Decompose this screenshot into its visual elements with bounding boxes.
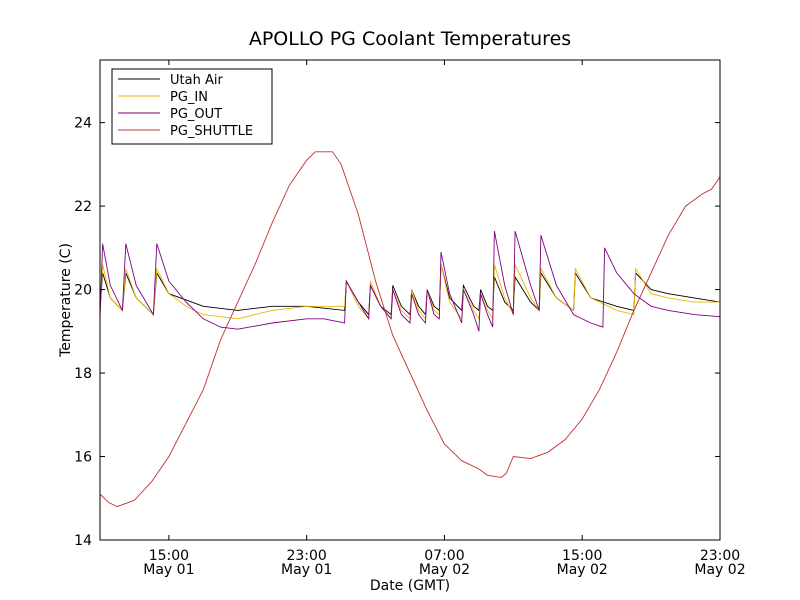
- x-tick-label-time: 23:00: [700, 548, 740, 564]
- y-tick-label: 18: [74, 366, 92, 382]
- x-tick-label-date: May 02: [419, 562, 470, 578]
- x-tick-label-time: 23:00: [286, 548, 326, 564]
- x-axis-label: Date (GMT): [370, 578, 450, 594]
- series-line-pg-in: [100, 264, 720, 321]
- x-tick-label-time: 15:00: [562, 548, 602, 564]
- x-tick-label-date: May 02: [694, 562, 745, 578]
- legend-label: Utah Air: [170, 73, 223, 88]
- legend-label: PG_SHUTTLE: [170, 124, 253, 139]
- y-tick-label: 16: [74, 450, 92, 466]
- x-tick-label-time: 15:00: [149, 548, 189, 564]
- x-tick-label-date: May 01: [281, 562, 332, 578]
- series-line-pg-shuttle: [100, 151, 720, 508]
- legend-label: PG_IN: [170, 90, 208, 105]
- x-tick-label-date: May 01: [143, 562, 194, 578]
- x-tick-label-date: May 02: [557, 562, 608, 578]
- chart-title: APOLLO PG Coolant Temperatures: [249, 28, 571, 50]
- series-line-utah-air: [100, 264, 720, 316]
- legend-box: [111, 68, 273, 145]
- y-tick-label: 14: [74, 533, 92, 549]
- legend: Utah Air PG_IN PG_OUT PG_SHUTTLE: [111, 68, 273, 145]
- series-line-pg-out: [100, 230, 720, 332]
- y-tick-label: 22: [74, 199, 92, 215]
- y-tick-label: 24: [74, 116, 92, 132]
- y-axis-label: Temperature (C): [58, 243, 74, 358]
- plot-frame: [99, 59, 721, 541]
- legend-label: PG_OUT: [170, 107, 222, 122]
- y-tick-label: 20: [74, 283, 92, 299]
- x-tick-label-time: 07:00: [424, 548, 464, 564]
